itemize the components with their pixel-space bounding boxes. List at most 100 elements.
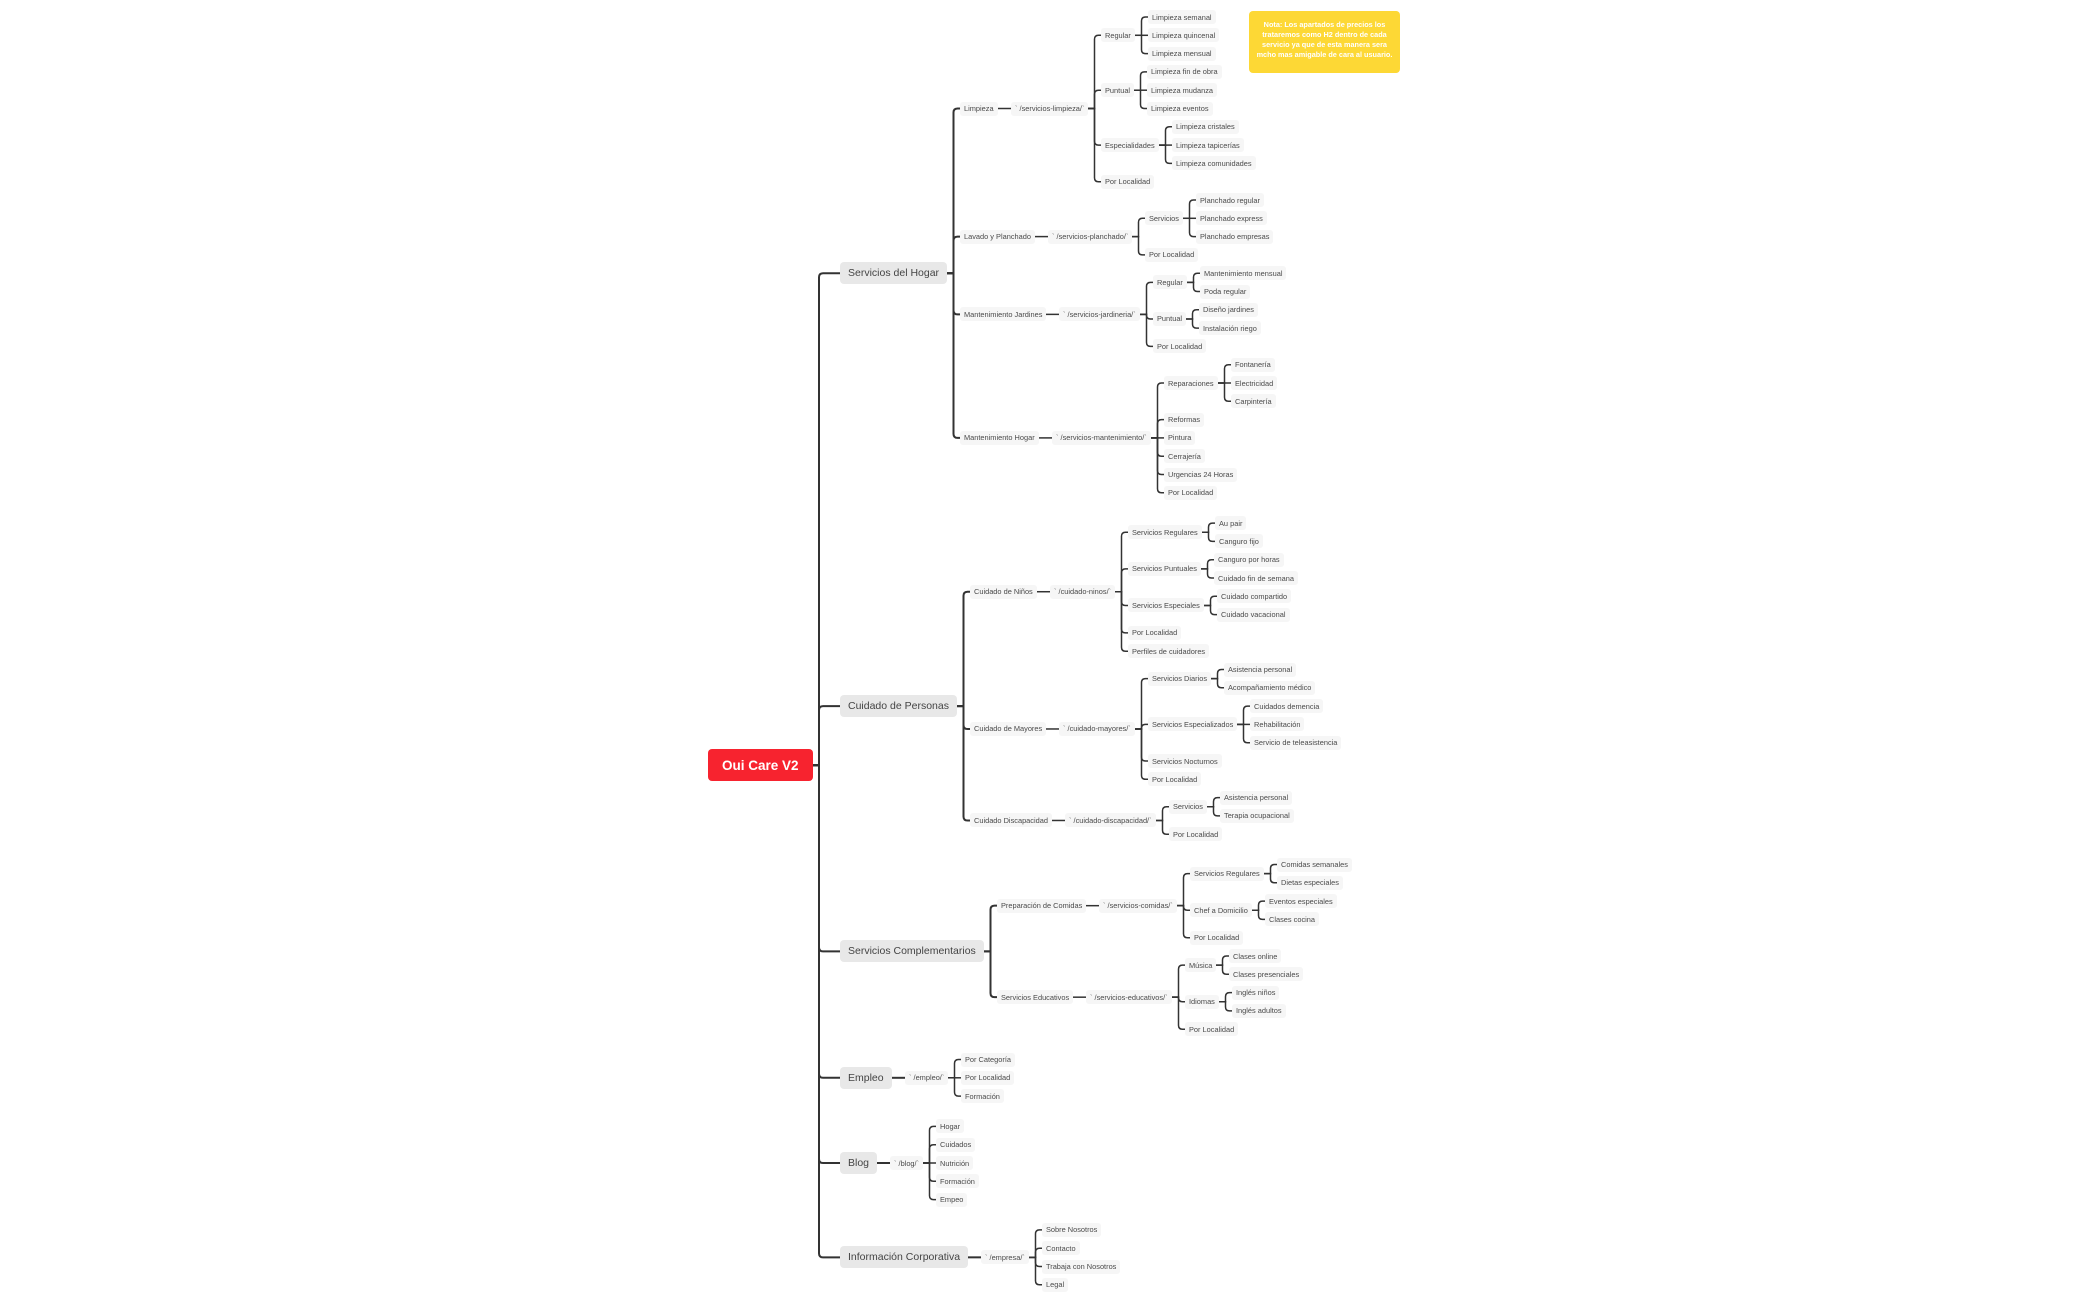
mindmap-branch-node[interactable]: ` /servicios-planchado/` [1048,229,1133,244]
mindmap-branch-node[interactable]: Información Corporativa [840,1246,969,1269]
mindmap-branch-node[interactable]: Preparación de Comidas [997,898,1087,913]
mindmap-branch-node[interactable]: Servicios Puntuales [1128,561,1201,576]
mindmap-leaf-node[interactable]: Fontanería [1231,357,1275,372]
mindmap-leaf-node[interactable]: Poda regular [1200,284,1251,299]
mindmap-leaf-node[interactable]: Acompañamiento médico [1224,680,1316,695]
mindmap-leaf-node[interactable]: Por Localidad [1185,1022,1239,1037]
mindmap-branch-node[interactable]: Chef a Domicilio [1190,903,1252,918]
mindmap-branch-node[interactable]: Servicios [1169,799,1207,814]
mindmap-branch-node[interactable]: ` /empresa/` [981,1250,1029,1265]
mindmap-branch-node[interactable]: ` /servicios-educativos/` [1086,990,1172,1005]
mindmap-leaf-node[interactable]: Limpieza semanal [1148,10,1216,24]
mindmap-leaf-node[interactable]: Terapia ocupacional [1220,808,1294,823]
mindmap-leaf-node[interactable]: Clases cocina [1265,912,1320,927]
mindmap-leaf-node[interactable]: Eventos especiales [1265,894,1337,909]
mindmap-branch-node[interactable]: ` /servicios-limpieza/` [1011,101,1089,116]
mindmap-leaf-node[interactable]: Rehabilitación [1250,717,1305,732]
mindmap-branch-node[interactable]: ` /servicios-comidas/` [1099,898,1177,913]
mindmap-leaf-node[interactable]: Limpieza tapicerías [1172,138,1244,153]
mindmap-branch-node[interactable]: ` /cuidado-ninos/` [1050,584,1116,599]
mindmap-branch-node[interactable]: Servicios Especiales [1128,598,1204,613]
mindmap-branch-node[interactable]: ` /servicios-mantenimiento/` [1052,430,1151,445]
mindmap-branch-node[interactable]: ` /cuidado-mayores/` [1059,721,1135,736]
mindmap-leaf-node[interactable]: Dietas especiales [1277,875,1343,890]
mindmap-leaf-node[interactable]: Instalación riego [1199,321,1261,336]
mindmap-leaf-node[interactable]: Nutrición [936,1156,974,1170]
mindmap-leaf-node[interactable]: Limpieza comunidades [1172,156,1256,171]
mindmap-branch-node[interactable]: Cuidado de Niños [970,584,1037,599]
mindmap-root-node[interactable]: Oui Care V2 [708,749,813,782]
mindmap-leaf-node[interactable]: Diseño jardines [1199,302,1258,317]
mindmap-branch-node[interactable]: Mantenimiento Jardines [960,307,1047,322]
mindmap-leaf-node[interactable]: Limpieza fin de obra [1147,64,1222,79]
mindmap-leaf-node[interactable]: Clases presenciales [1229,967,1304,982]
mindmap-leaf-node[interactable]: Empeo [936,1192,968,1207]
mindmap-leaf-node[interactable]: Planchado empresas [1196,229,1274,244]
mindmap-leaf-node[interactable]: Servicio de teleasistencia [1250,735,1342,750]
mindmap-branch-node[interactable]: Puntual [1153,311,1187,326]
mindmap-leaf-node[interactable]: Clases online [1229,949,1282,963]
mindmap-leaf-node[interactable]: Por Localidad [961,1070,1015,1085]
mindmap-leaf-node[interactable]: Formación [936,1174,979,1189]
mindmap-leaf-node[interactable]: Por Localidad [1145,247,1199,262]
mindmap-branch-node[interactable]: Servicios del Hogar [840,262,948,285]
mindmap-branch-node[interactable]: ` /blog/` [890,1156,924,1170]
mindmap-leaf-node[interactable]: Por Localidad [1101,174,1155,189]
mindmap-leaf-node[interactable]: Limpieza mudanza [1147,83,1218,98]
mindmap-branch-node[interactable]: Limpieza [960,101,998,116]
mindmap-leaf-node[interactable]: Limpieza quincenal [1148,28,1220,43]
mindmap-branch-node[interactable]: Regular [1153,275,1187,290]
mindmap-leaf-node[interactable]: Reformas [1164,412,1205,427]
mindmap-leaf-node[interactable]: Asistencia personal [1224,662,1297,677]
mindmap-branch-node[interactable]: Puntual [1101,83,1135,98]
mindmap-branch-node[interactable]: Especialidades [1101,138,1159,153]
mindmap-leaf-node[interactable]: Limpieza cristales [1172,119,1239,134]
mindmap-branch-node[interactable]: Cuidado de Personas [840,695,957,718]
mindmap-leaf-node[interactable]: Mantenimiento mensual [1200,266,1287,281]
mindmap-leaf-node[interactable]: Cuidado compartido [1217,589,1292,604]
mindmap-leaf-node[interactable]: Por Localidad [1128,625,1182,640]
mindmap-leaf-node[interactable]: Pintura [1164,430,1196,445]
mindmap-leaf-node[interactable]: Servicios Nocturnos [1148,754,1222,768]
mindmap-leaf-node[interactable]: Cerrajería [1164,449,1205,464]
mindmap-branch-node[interactable]: Reparaciones [1164,376,1218,390]
mindmap-leaf-node[interactable]: Inglés adultos [1232,1003,1286,1018]
mindmap-leaf-node[interactable]: Por Localidad [1153,339,1207,354]
mindmap-leaf-node[interactable]: Por Localidad [1164,485,1218,500]
mindmap-branch-node[interactable]: Blog [840,1152,878,1174]
mindmap-branch-node[interactable]: ` /empleo/` [905,1070,949,1085]
mindmap-leaf-node[interactable]: Comidas semanales [1277,857,1352,872]
mindmap-leaf-node[interactable]: Formación [961,1089,1004,1104]
mindmap-leaf-node[interactable]: Carpintería [1231,394,1276,409]
mindmap-leaf-node[interactable]: Inglés niños [1232,985,1280,1000]
mindmap-branch-node[interactable]: Regular [1101,28,1135,43]
mindmap-leaf-node[interactable]: Por Localidad [1148,772,1202,787]
mindmap-branch-node[interactable]: Mantenimiento Hogar [960,430,1039,445]
mindmap-leaf-node[interactable]: Limpieza mensual [1148,46,1216,61]
mindmap-branch-node[interactable]: ` /servicios-jardineria/` [1059,307,1140,322]
mindmap-leaf-node[interactable]: Planchado regular [1196,193,1264,207]
mindmap-leaf-node[interactable]: Hogar [936,1119,965,1134]
mindmap-branch-node[interactable]: ` /cuidado-discapacidad/` [1065,813,1156,828]
mindmap-leaf-node[interactable]: Canguro fijo [1215,534,1263,549]
mindmap-branch-node[interactable]: Servicios Complementarios [840,940,984,963]
mindmap-branch-node[interactable]: Lavado y Planchado [960,229,1035,244]
mindmap-leaf-node[interactable]: Cuidado fin de semana [1214,571,1299,585]
mindmap-leaf-node[interactable]: Electricidad [1231,376,1278,390]
mindmap-leaf-node[interactable]: Urgencias 24 Horas [1164,467,1238,482]
mindmap-branch-node[interactable]: Servicios Diarios [1148,671,1212,686]
mindmap-leaf-node[interactable]: Limpieza eventos [1147,101,1213,116]
mindmap-leaf-node[interactable]: Sobre Nosotros [1042,1222,1102,1237]
mindmap-branch-node[interactable]: Servicios Educativos [997,990,1074,1005]
mindmap-leaf-node[interactable]: Perfiles de cuidadores [1128,644,1210,659]
mindmap-branch-node[interactable]: Servicios Regulares [1190,866,1264,881]
mindmap-leaf-node[interactable]: Cuidado vacacional [1217,607,1290,622]
mindmap-branch-node[interactable]: Servicios Regulares [1128,525,1202,540]
mindmap-leaf-node[interactable]: Por Localidad [1169,827,1223,842]
mindmap-leaf-node[interactable]: Trabaja con Nosotros [1042,1259,1121,1274]
mindmap-leaf-node[interactable]: Por Categoría [961,1052,1016,1067]
mindmap-leaf-node[interactable]: Cuidados demencia [1250,699,1324,714]
mindmap-leaf-node[interactable]: Cuidados [936,1137,976,1152]
mindmap-leaf-node[interactable]: Legal [1042,1277,1069,1292]
mindmap-leaf-node[interactable]: Au pair [1215,516,1247,531]
